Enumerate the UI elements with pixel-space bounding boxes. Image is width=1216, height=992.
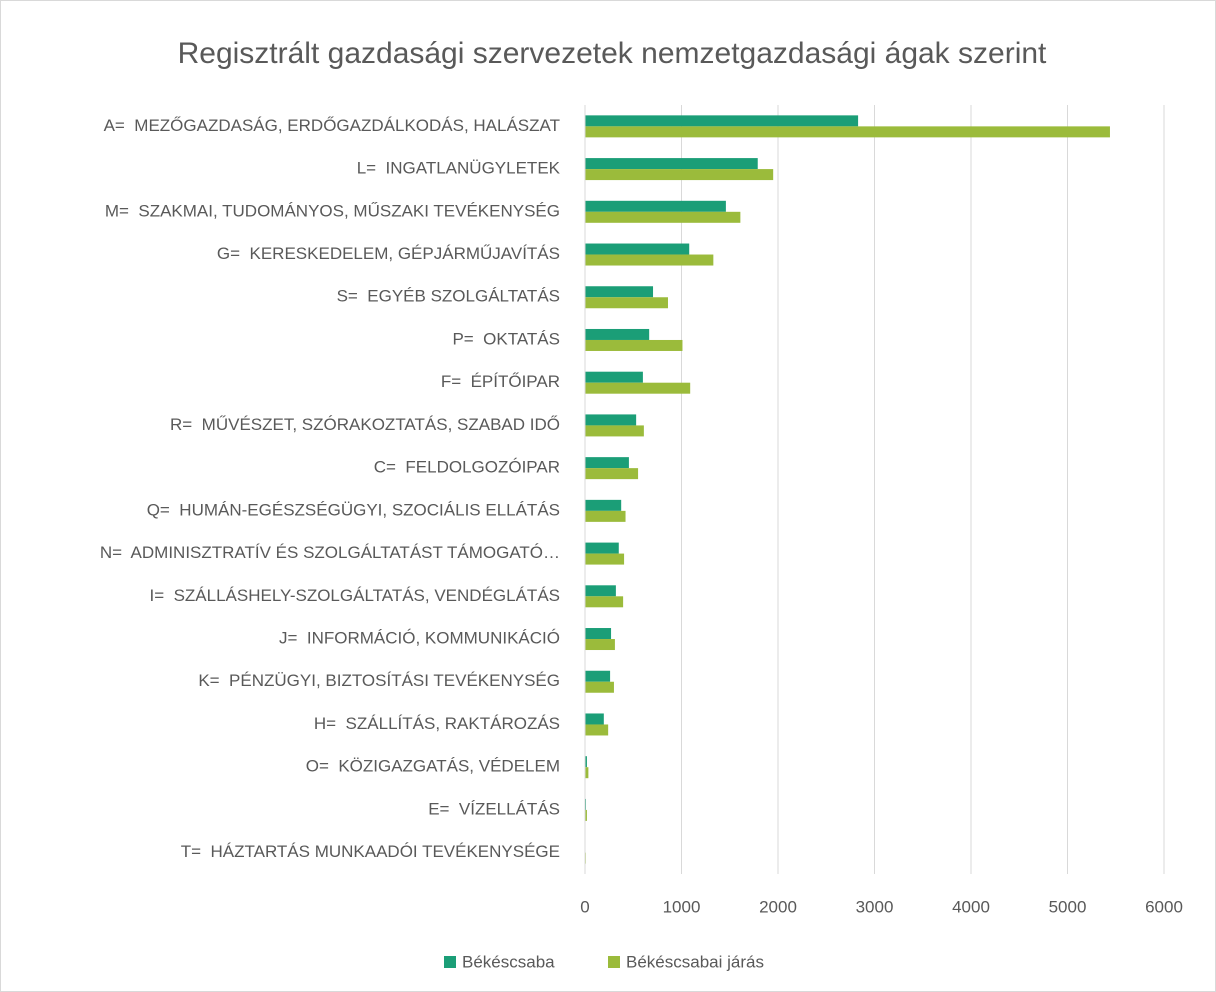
bar: [585, 200, 726, 212]
y-tick-label: H= SZÁLLÍTÁS, RAKTÁROZÁS: [314, 714, 560, 733]
y-tick-label: R= MŰVÉSZET, SZÓRAKOZTATÁS, SZABAD IDŐ: [170, 415, 560, 434]
bar: [585, 371, 643, 383]
bar: [585, 169, 774, 181]
bar: [585, 553, 625, 565]
y-tick-label: A= MEZŐGAZDASÁG, ERDŐGAZDÁLKODÁS, HALÁSZ…: [104, 116, 560, 135]
bar: [585, 457, 629, 469]
legend-label: Békéscsaba: [462, 952, 555, 971]
bar: [585, 639, 615, 651]
x-tick-label: 5000: [1049, 897, 1087, 916]
chart-title: Regisztrált gazdasági szervezetek nemzet…: [178, 37, 1047, 70]
y-tick-label: E= VÍZELLÁTÁS: [428, 799, 560, 818]
bar: [585, 756, 587, 768]
x-tick-label: 3000: [856, 897, 894, 916]
x-tick-label: 6000: [1145, 897, 1183, 916]
bar: [585, 286, 654, 298]
y-tick-label: N= ADMINISZTRATÍV ÉS SZOLGÁLTATÁST TÁMOG…: [100, 543, 560, 562]
y-tick-label: P= OKTATÁS: [452, 329, 560, 348]
bar: [585, 297, 668, 309]
bar: [585, 425, 644, 437]
bar: [585, 243, 690, 255]
y-tick-label: G= KERESKEDELEM, GÉPJÁRMŰJAVÍTÁS: [217, 244, 560, 263]
legend-swatch: [444, 956, 456, 968]
bar: [585, 670, 611, 682]
bar: [585, 468, 639, 480]
bar: [585, 681, 614, 693]
bar: [585, 158, 758, 170]
bar: [585, 339, 683, 351]
bar: [585, 115, 859, 127]
bar: [585, 254, 714, 266]
bar: [585, 382, 691, 394]
bar: [585, 585, 616, 597]
y-tick-label: M= SZAKMAI, TUDOMÁNYOS, MŰSZAKI TEVÉKENY…: [105, 201, 560, 220]
bar: [585, 542, 619, 554]
bar: [585, 510, 626, 522]
bar: [585, 414, 637, 426]
x-tick-label: 1000: [663, 897, 701, 916]
bar: [585, 211, 741, 223]
y-tick-label: F= ÉPÍTŐIPAR: [441, 372, 560, 391]
legend-label: Békéscsabai járás: [626, 952, 764, 971]
y-tick-label: Q= HUMÁN-EGÉSZSÉGÜGYI, SZOCIÁLIS ELLÁTÁS: [147, 500, 560, 519]
legend-swatch: [608, 956, 620, 968]
x-tick-label: 0: [580, 897, 589, 916]
y-tick-label: O= KÖZIGAZGATÁS, VÉDELEM: [306, 757, 560, 776]
y-tick-label: T= HÁZTARTÁS MUNKAADÓI TEVÉKENYSÉGE: [181, 842, 560, 861]
bar: [585, 126, 1110, 138]
bar: [585, 767, 589, 779]
y-tick-label: J= INFORMÁCIÓ, KOMMUNIKÁCIÓ: [279, 629, 560, 648]
y-tick-label: S= EGYÉB SZOLGÁLTATÁS: [337, 287, 560, 306]
bar: [585, 596, 624, 608]
y-tick-label: I= SZÁLLÁSHELY-SZOLGÁLTATÁS, VENDÉGLÁTÁS: [149, 586, 560, 605]
y-tick-label: K= PÉNZÜGYI, BIZTOSÍTÁSI TEVÉKENYSÉG: [198, 671, 560, 690]
y-tick-label: L= INGATLANÜGYLETEK: [357, 159, 561, 178]
x-tick-label: 4000: [952, 897, 990, 916]
bar: [585, 328, 650, 340]
bar: [585, 713, 604, 725]
y-tick-label: C= FELDOLGOZÓIPAR: [374, 458, 560, 477]
x-tick-label: 2000: [759, 897, 797, 916]
bar: [585, 809, 587, 821]
bar: [585, 628, 612, 640]
bar: [585, 499, 622, 511]
bar: [585, 724, 609, 736]
